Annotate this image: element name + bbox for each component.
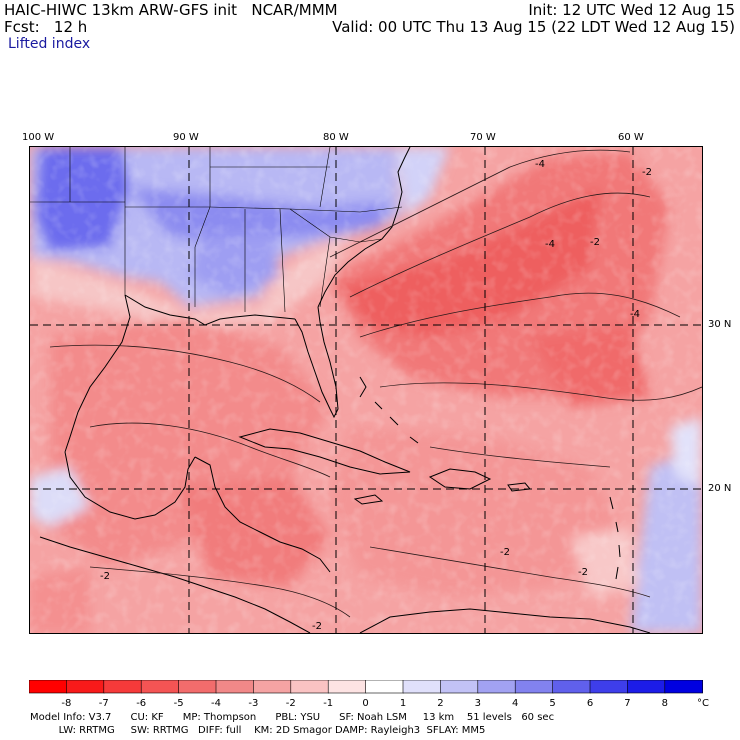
contour-label: -2 (590, 237, 600, 248)
colorbar-cell (589, 680, 629, 694)
lon-label-80w: 80 W (323, 132, 349, 143)
colorbar-cell (140, 680, 180, 694)
contour-label: -4 (545, 239, 555, 250)
model-info-line1: Model Info: V3.7 CU: KF MP: Thompson PBL… (30, 712, 555, 723)
map-svg: -4 -4 -2 -2 -4 -2 -2 -2 -2 (30, 147, 702, 633)
lat-label-30n: 30 N (708, 319, 732, 330)
colorbar-cell (253, 680, 292, 694)
colorbar-cell (552, 680, 591, 694)
colorbar-cell (103, 680, 143, 694)
colorbar-cell (664, 680, 703, 694)
colorbar-cell (327, 680, 367, 694)
field-texture (30, 147, 702, 633)
colorbar-tick-label: -8 (61, 698, 71, 709)
colorbar-tick-label: -1 (323, 698, 333, 709)
colorbar-cell (66, 680, 105, 694)
colorbar-cell (514, 680, 554, 694)
colorbar-tick-label: -6 (136, 698, 146, 709)
lon-label-70w: 70 W (470, 132, 496, 143)
colorbar-cell (627, 680, 666, 694)
colorbar-cell (477, 680, 516, 694)
contour-label: -2 (312, 621, 322, 632)
colorbar-cell (215, 680, 255, 694)
colorbar-tick-label: 1 (400, 698, 406, 709)
colorbar-cell (440, 680, 479, 694)
colorbar-cells (29, 680, 703, 694)
colorbar-tick-label: -2 (286, 698, 296, 709)
lifted-index-map: -4 -4 -2 -2 -4 -2 -2 -2 -2 (29, 146, 703, 634)
graticule (30, 147, 702, 633)
lon-label-100w: 100 W (22, 132, 55, 143)
contour-labels: -4 -4 -2 -2 -4 -2 -2 -2 -2 (100, 159, 652, 632)
colorbar-cell (365, 680, 404, 694)
colorbar-tick-label: 0 (362, 698, 368, 709)
contour-label: -4 (630, 309, 640, 320)
colorbar-cell (178, 680, 217, 694)
colorbar-unit: °C (697, 698, 709, 709)
contour-label: -2 (578, 567, 588, 578)
colorbar-cell (402, 680, 442, 694)
valid-time: Valid: 00 UTC Thu 13 Aug 15 (22 LDT Wed … (332, 18, 735, 36)
contour-label: -2 (500, 547, 510, 558)
lon-label-90w: 90 W (173, 132, 199, 143)
colorbar-tick-label: 6 (587, 698, 593, 709)
forecast-hour: Fcst: 12 h (4, 18, 88, 36)
state-borders (30, 147, 403, 313)
lat-label-20n: 20 N (708, 483, 732, 494)
colorbar-tick-label: -3 (248, 698, 258, 709)
colorbar-tick-label: -5 (174, 698, 184, 709)
colorbar-tick-label: 4 (512, 698, 518, 709)
contour-label: -2 (100, 571, 110, 582)
field-name: Lifted index (8, 36, 91, 52)
lon-label-60w: 60 W (618, 132, 644, 143)
colorbar-tick-label: 2 (437, 698, 443, 709)
init-time: Init: 12 UTC Wed 12 Aug 15 (528, 1, 735, 19)
colorbar-tick-label: 8 (662, 698, 668, 709)
colorbar-tick-label: 5 (549, 698, 555, 709)
colorbar: -8 -7 -6 -5 -4 -3 -2 -1 0 1 2 3 4 5 6 7 8 °C (29, 680, 709, 709)
colorbar-cell (290, 680, 329, 694)
colorbar-tick-label: -7 (99, 698, 109, 709)
colorbar-cell (29, 680, 68, 694)
colorbar-ticks: -8 -7 -6 -5 -4 -3 -2 -1 0 1 2 3 4 5 6 7 8 (61, 698, 668, 709)
colorbar-tick-label: 3 (475, 698, 481, 709)
contour-label: -2 (642, 167, 652, 178)
colorbar-tick-label: -4 (211, 698, 221, 709)
model-info-line2: LW: RRTMG SW: RRTMG DIFF: full KM: 2D Sm… (30, 725, 486, 736)
colorbar-tick-label: 7 (624, 698, 630, 709)
model-title: HAIC-HIWC 13km ARW-GFS init NCAR/MMM (4, 1, 338, 19)
li-contours (49, 149, 702, 618)
contour-label: -4 (535, 159, 545, 170)
